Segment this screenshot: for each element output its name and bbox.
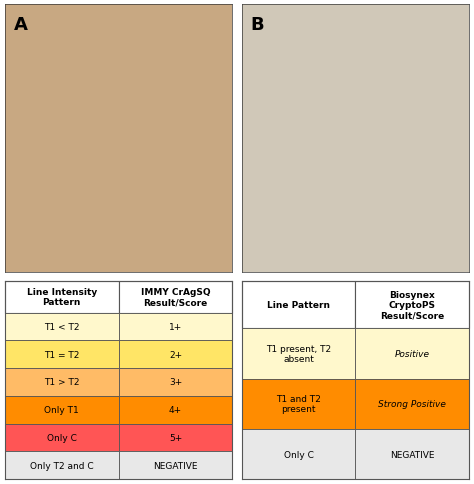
Bar <box>356 379 469 429</box>
Bar <box>118 281 232 313</box>
Text: 2+: 2+ <box>169 350 182 359</box>
Text: NEGATIVE: NEGATIVE <box>153 461 198 470</box>
Bar <box>242 281 356 329</box>
Text: Line Intensity
Pattern: Line Intensity Pattern <box>27 287 97 307</box>
Text: IMMY CrAgSQ
Result/Score: IMMY CrAgSQ Result/Score <box>141 287 210 307</box>
Bar <box>356 429 469 479</box>
Text: 4+: 4+ <box>169 406 182 414</box>
Text: Only T1: Only T1 <box>44 406 79 414</box>
Bar <box>118 368 232 396</box>
Bar <box>242 429 356 479</box>
Bar <box>356 329 469 379</box>
Text: Strong Positive: Strong Positive <box>378 399 447 408</box>
Text: T1 = T2: T1 = T2 <box>44 350 79 359</box>
Text: T1 and T2
present: T1 and T2 present <box>276 394 321 414</box>
Text: Biosynex
CryptoPS
Result/Score: Biosynex CryptoPS Result/Score <box>380 290 445 320</box>
Text: NEGATIVE: NEGATIVE <box>390 450 435 458</box>
Text: B: B <box>251 15 264 33</box>
Bar <box>356 281 469 329</box>
Text: Line Pattern: Line Pattern <box>267 301 330 309</box>
Bar <box>5 281 118 313</box>
Text: 1+: 1+ <box>169 322 182 331</box>
Bar <box>118 341 232 368</box>
Bar <box>5 341 118 368</box>
Text: T1 < T2: T1 < T2 <box>44 322 80 331</box>
Text: T1 > T2: T1 > T2 <box>44 378 80 387</box>
Bar <box>5 424 118 452</box>
Text: 5+: 5+ <box>169 433 182 442</box>
Bar <box>5 396 118 424</box>
Bar <box>118 396 232 424</box>
Bar <box>118 452 232 479</box>
Text: Only T2 and C: Only T2 and C <box>30 461 93 470</box>
Text: 3+: 3+ <box>169 378 182 387</box>
Text: Only C: Only C <box>47 433 77 442</box>
Bar <box>5 452 118 479</box>
Text: Positive: Positive <box>395 349 430 358</box>
Bar <box>118 424 232 452</box>
Bar <box>242 329 356 379</box>
Bar <box>5 313 118 341</box>
Bar <box>118 313 232 341</box>
Bar <box>242 379 356 429</box>
Bar <box>5 368 118 396</box>
Text: T1 present, T2
absent: T1 present, T2 absent <box>266 344 331 363</box>
Text: A: A <box>14 15 27 33</box>
Text: Only C: Only C <box>283 450 313 458</box>
